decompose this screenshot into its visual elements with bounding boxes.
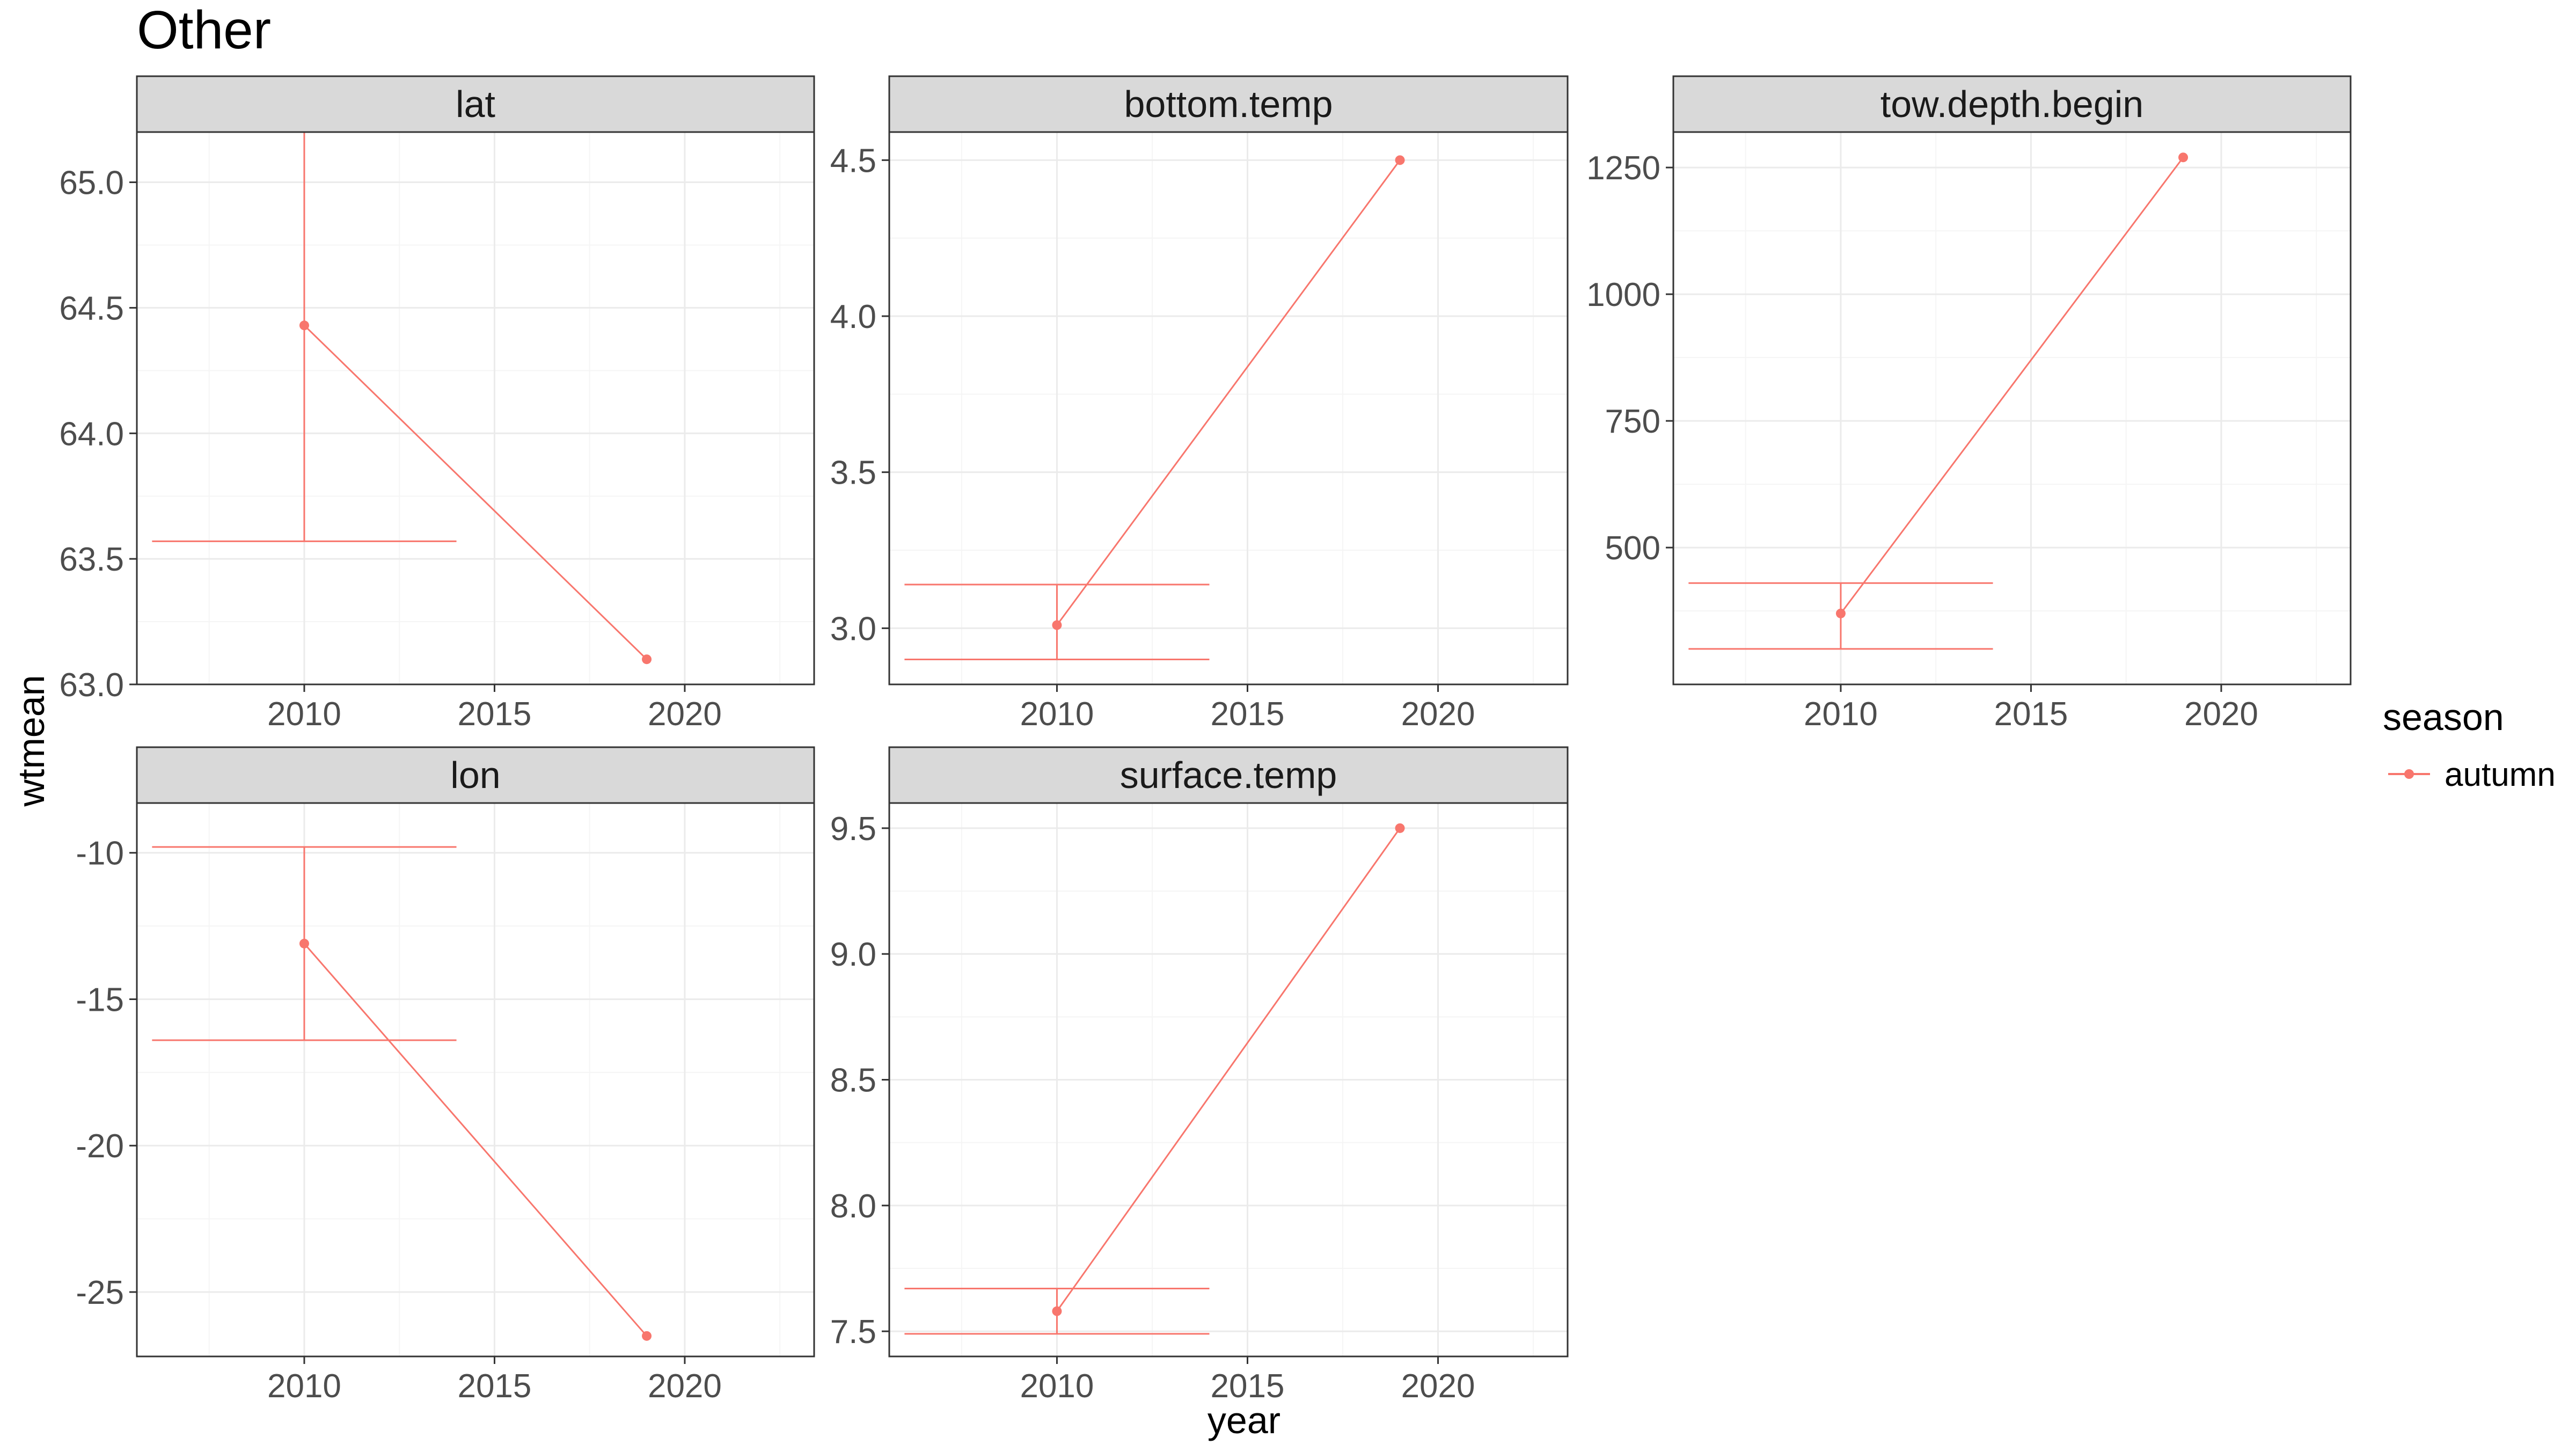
data-point [1052,620,1062,630]
data-point [1395,823,1405,833]
facet-strip-label: surface.temp [1120,754,1337,796]
y-tick-label: 64.0 [59,415,124,453]
facet-strip [888,75,1569,133]
x-tick-label: 2010 [1804,696,1878,733]
x-tick-label: 2010 [267,696,341,733]
data-point [299,320,309,331]
series-line-autumn [1840,157,2184,614]
y-tick-label: 750 [1605,403,1660,440]
x-axis-title: year [1208,1399,1280,1441]
y-tick-label: 64.5 [59,290,124,327]
facet-panel-surface-temp: surface.temp 7.5 8.0 8.5 9.0 9.5 2010 2015 2020 [830,746,1569,1405]
panel-background [889,132,1568,684]
data-point [1835,608,1846,618]
y-tick-label: 500 [1605,530,1660,567]
x-tick-label: 2015 [1994,696,2068,733]
facet-strip-label: bottom.temp [1124,83,1333,125]
x-tick-label: 2020 [648,1368,722,1405]
y-tick-label: 8.0 [830,1188,876,1225]
series-line-autumn [1056,827,1401,1312]
legend-label: autumn [2445,756,2556,793]
facet-strip-label: lat [456,83,495,125]
y-tick-label: 9.0 [830,936,876,973]
facet-strip [1672,75,2352,133]
y-tick-label: 4.0 [830,298,876,335]
data-point [642,1331,652,1341]
facet-strip-label: tow.depth.begin [1880,83,2143,125]
y-tick-label: 65.0 [59,165,124,202]
legend-key-point [2404,769,2414,779]
x-tick-label: 2015 [457,696,531,733]
series-line-autumn [1056,159,1401,626]
y-tick-label: 63.5 [59,541,124,578]
facet-strip [136,746,815,804]
legend: season autumn [2383,696,2556,793]
y-tick-label: 8.5 [830,1062,876,1099]
y-tick-label: 3.0 [830,610,876,647]
series-line-autumn [303,325,648,660]
data-point [1395,155,1405,165]
facet-strip [888,746,1569,804]
y-tick-label: 1250 [1586,150,1660,187]
data-point [2178,152,2189,163]
panel-background [137,132,814,684]
y-tick-label: 3.5 [830,455,876,492]
y-tick-label: -10 [76,835,124,872]
data-point [1052,1306,1062,1316]
facet-panel-lat: lat 63.0 63.5 64.0 64.5 65.0 2010 2015 2020 [59,75,815,733]
x-tick-label: 2010 [267,1368,341,1405]
x-tick-label: 2010 [1020,696,1094,733]
facet-strip-label: lon [450,754,500,796]
panel-background [137,803,814,1356]
facet-panel-tow-depth-begin: tow.depth.begin 500 750 1000 1250 2010 2015 202… [1586,75,2352,733]
y-tick-label: -20 [76,1128,124,1165]
legend-title: season [2383,696,2504,738]
facet-panel-bottom-temp: bottom.temp 3.0 3.5 4.0 4.5 2010 2015 2020 [830,75,1569,733]
y-tick-label: 1000 [1586,276,1660,313]
y-tick-label: -25 [76,1274,124,1311]
y-axis-title: wtmean [10,675,52,807]
x-tick-label: 2015 [457,1368,531,1405]
series-line-autumn [303,943,648,1337]
x-tick-label: 2015 [1211,1368,1285,1405]
y-tick-label: 7.5 [830,1314,876,1351]
x-tick-label: 2020 [648,696,722,733]
x-tick-label: 2020 [1401,696,1475,733]
y-tick-label: 63.0 [59,667,124,704]
facet-panel-lon: lon -25 -20 -15 -10 2010 2015 2020 [76,746,815,1405]
x-tick-label: 2020 [2184,696,2258,733]
x-tick-label: 2015 [1211,696,1285,733]
y-tick-label: 9.5 [830,811,876,848]
x-tick-label: 2010 [1020,1368,1094,1405]
data-point [642,654,652,665]
data-point [299,938,309,948]
plot-title: Other [137,0,271,60]
facet-strip [136,75,815,133]
y-tick-label: -15 [76,981,124,1018]
y-tick-label: 4.5 [830,142,876,179]
panel-background [1673,132,2351,684]
x-tick-label: 2020 [1401,1368,1475,1405]
